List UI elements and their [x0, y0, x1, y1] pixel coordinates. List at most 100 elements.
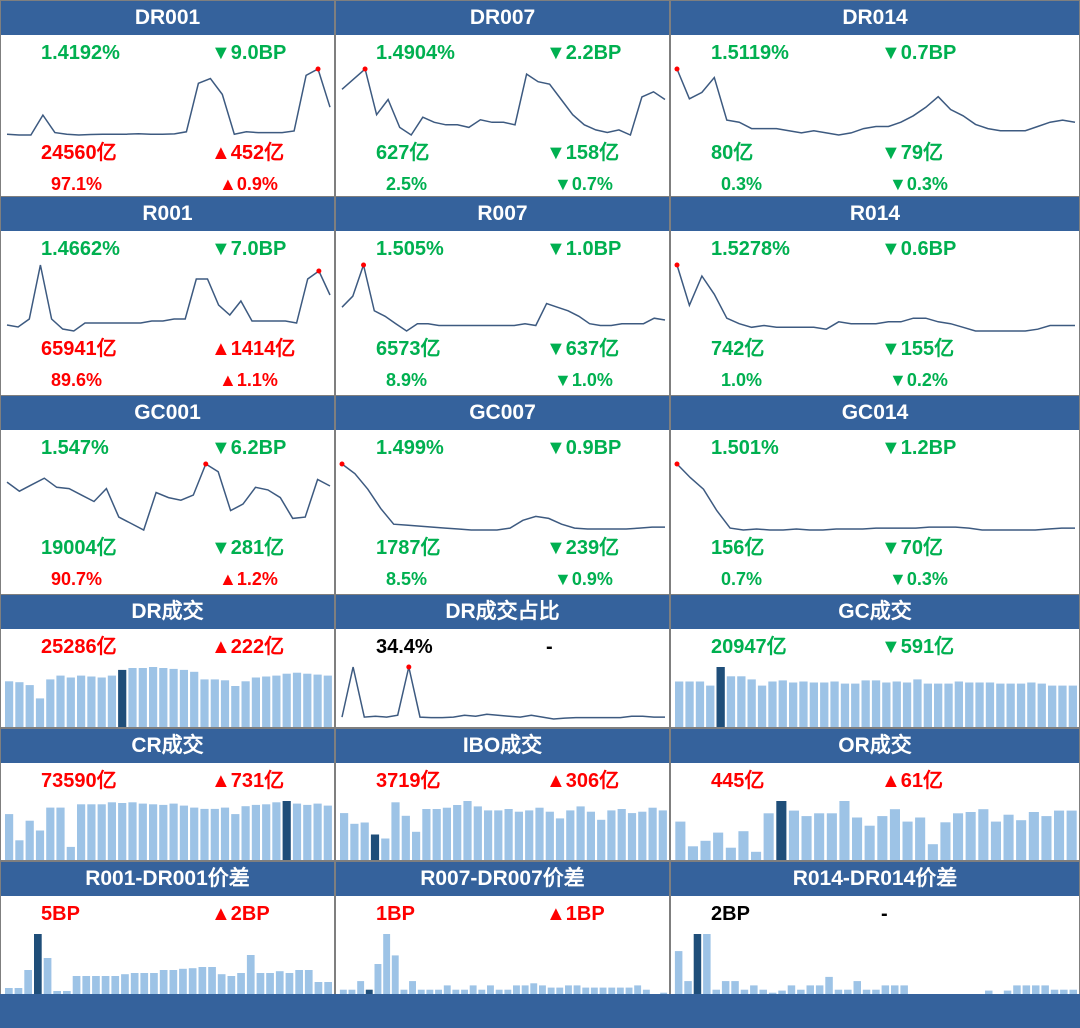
panel-title: GC007 [336, 396, 669, 430]
series-line [341, 463, 665, 531]
peak-marker [361, 262, 367, 268]
series-line [341, 666, 665, 720]
bar [360, 822, 369, 860]
panel-title: OR成交 [671, 729, 1079, 763]
bar [576, 806, 585, 860]
rate-change: ▼1.2BP [881, 437, 957, 459]
bar [853, 981, 861, 994]
rate-value: 1.4662% [41, 238, 120, 260]
bar [1032, 985, 1040, 994]
bar [323, 805, 332, 860]
bar [179, 805, 188, 860]
bar [675, 821, 686, 860]
bar [208, 967, 216, 994]
metric-value: 73590亿 [41, 770, 117, 792]
bar [514, 811, 523, 860]
bar [861, 680, 870, 727]
bar [381, 838, 390, 860]
bar [965, 682, 974, 727]
series-line [676, 264, 1075, 332]
bar [599, 987, 607, 994]
bar [107, 675, 116, 727]
bar [350, 823, 359, 860]
line-chart [6, 461, 331, 532]
bar [737, 676, 746, 727]
panel-dr014: DR014 1.5119% ▼0.7BP 80亿 ▼79亿 0.3% ▼0.3% [670, 0, 1080, 200]
bar [138, 803, 147, 860]
bar [494, 810, 503, 860]
bar [627, 813, 637, 860]
bar [15, 682, 24, 727]
bar [453, 805, 462, 860]
panel-dr001: DR001 1.4192% ▼9.0BP 24560亿 ▲452亿 97.1% ▲0.9% [0, 0, 335, 200]
bar [231, 686, 240, 727]
bar [877, 816, 888, 860]
volume-change: ▲1414亿 [211, 338, 296, 360]
volume-change: ▼70亿 [881, 537, 944, 559]
bar [412, 831, 421, 860]
bar [256, 973, 265, 994]
bar [409, 981, 416, 994]
share-value: 8.5% [386, 569, 428, 589]
metric-change: ▲731亿 [211, 770, 285, 792]
rate-change: ▼2.2BP [546, 42, 622, 64]
bar [642, 989, 650, 994]
bar [638, 811, 647, 860]
bar [685, 681, 694, 727]
bar-chart [339, 934, 668, 994]
bar [1028, 812, 1039, 860]
bar [128, 668, 137, 727]
peak-marker [674, 262, 680, 268]
bar [617, 809, 626, 860]
bar [586, 811, 595, 860]
bar [487, 985, 494, 994]
panel-ibo: IBO成交 3719亿 ▲306亿 [335, 728, 670, 861]
bar [391, 955, 399, 994]
metric-value: 34.4% [376, 636, 433, 658]
volume-change: ▼281亿 [211, 537, 285, 559]
bar [210, 679, 219, 727]
bar-highlight [34, 934, 42, 994]
peak-marker [203, 461, 209, 467]
peak-marker [316, 268, 322, 274]
bar [530, 983, 538, 994]
bar [597, 819, 606, 860]
bar [695, 681, 705, 727]
bar [323, 675, 332, 727]
bar [839, 801, 850, 860]
bar [107, 802, 116, 860]
bar [313, 803, 322, 860]
bar [220, 807, 230, 860]
bar [426, 989, 434, 994]
bar [700, 840, 711, 860]
bar [985, 990, 993, 994]
bar [889, 809, 900, 860]
bar [738, 831, 749, 860]
bar [473, 806, 482, 860]
series-line [676, 68, 1076, 136]
line-chart [341, 262, 666, 332]
bar [787, 985, 796, 994]
peak-marker [339, 461, 345, 467]
bar [391, 802, 400, 860]
bar [566, 810, 575, 860]
bar [188, 968, 197, 994]
panel-r001: R001 1.4662% ▼7.0BP 65941亿 ▲1414亿 89.6% ▲1.1% [0, 196, 335, 396]
volume-change: ▼158亿 [546, 142, 620, 164]
metric-value: 5BP [41, 903, 80, 925]
peak-marker [674, 461, 680, 467]
bar [138, 668, 147, 727]
bar [954, 681, 963, 727]
metric-change: ▲61亿 [881, 770, 944, 792]
bar [66, 846, 75, 860]
series-line [341, 67, 666, 137]
bar [826, 813, 837, 860]
panel-or: OR成交 445亿 ▲61亿 [670, 728, 1080, 861]
bar [159, 970, 168, 994]
volume-change: ▼637亿 [546, 338, 620, 360]
line-chart [339, 461, 665, 531]
metric-change: ▲222亿 [211, 636, 285, 658]
panel-dr007: DR007 1.4904% ▼2.2BP 627亿 ▼158亿 2.5% ▼0.7% [335, 0, 670, 200]
volume-value: 742亿 [711, 338, 765, 360]
bar [590, 987, 598, 994]
